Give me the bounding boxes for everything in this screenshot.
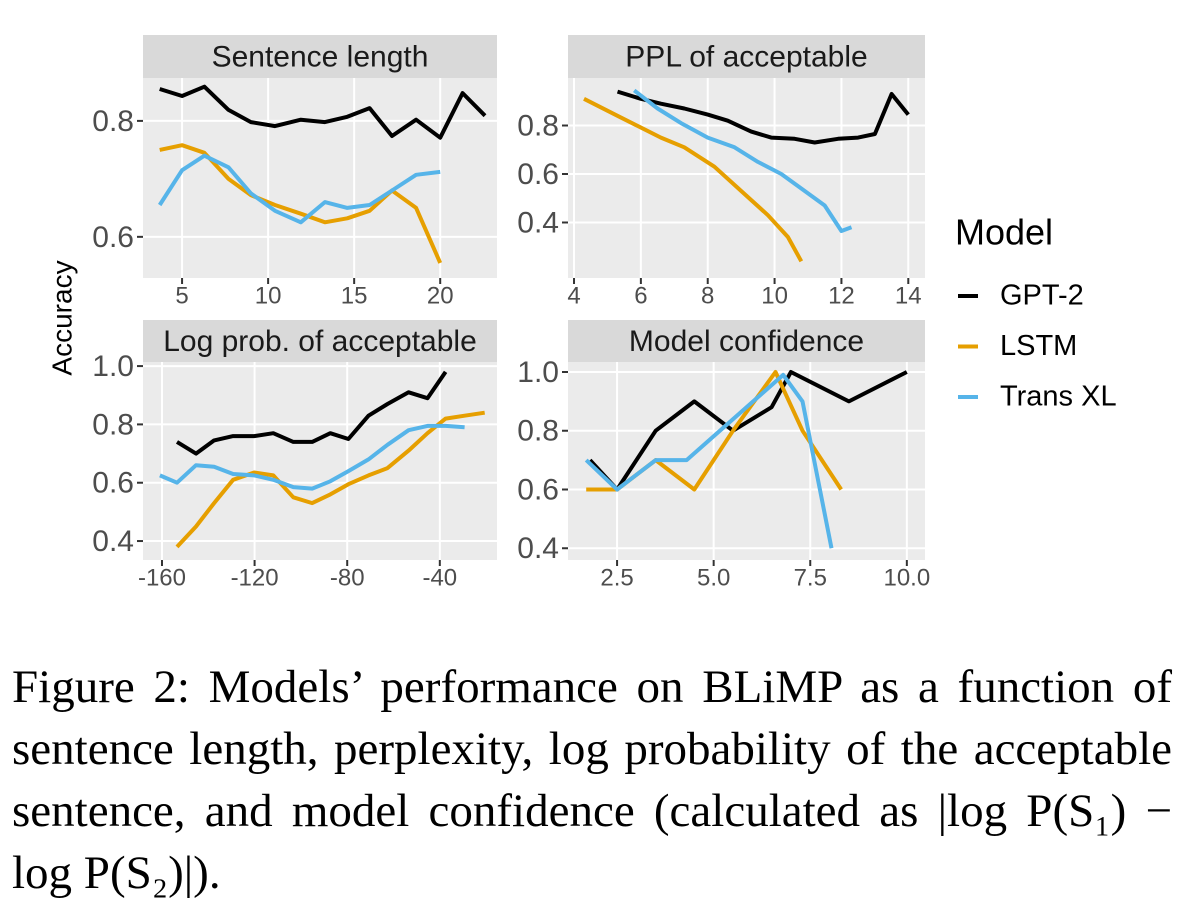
y-tick-label: 0.6 — [92, 221, 134, 254]
y-tick-label: 0.8 — [517, 415, 559, 448]
y-tick-label: 0.8 — [92, 105, 134, 138]
panel-background — [143, 78, 497, 278]
x-tick-label: 15 — [341, 282, 368, 309]
x-tick-label: 5 — [175, 282, 188, 309]
y-axis-label: Accuracy — [46, 260, 77, 375]
series-line — [159, 423, 465, 491]
series-line — [159, 84, 487, 140]
series-line — [158, 153, 441, 225]
y-tick-label: 0.4 — [92, 525, 134, 558]
y-tick-label: 1.0 — [92, 350, 134, 383]
x-tick-label: 4 — [567, 282, 580, 309]
legend-title: Model — [955, 212, 1053, 253]
legend-label: GPT-2 — [1000, 280, 1084, 312]
strip — [568, 320, 925, 362]
x-tick-label: -40 — [422, 564, 457, 591]
y-tick-label: 0.6 — [517, 158, 559, 191]
strip — [568, 35, 925, 78]
x-tick-label: 5.0 — [697, 564, 730, 591]
series-line — [583, 97, 804, 263]
series-line — [616, 89, 910, 145]
x-tick-label: 10.0 — [883, 564, 930, 591]
legend-label: LSTM — [1000, 330, 1077, 362]
y-tick-label: 0.6 — [92, 467, 134, 500]
x-tick-label: 2.5 — [600, 564, 633, 591]
y-tick-label: 0.4 — [517, 206, 559, 239]
x-tick-label: 12 — [828, 282, 855, 309]
x-tick-label: 14 — [895, 282, 922, 309]
x-tick-label: 10 — [255, 282, 282, 309]
x-tick-label: 8 — [701, 282, 714, 309]
y-tick-label: 0.6 — [517, 473, 559, 506]
y-tick-label: 1.0 — [517, 356, 559, 389]
panel-background — [143, 362, 497, 560]
x-tick-label: -80 — [330, 564, 365, 591]
x-tick-label: -160 — [138, 564, 186, 591]
y-tick-label: 0.8 — [92, 408, 134, 441]
y-tick-label: 0.4 — [517, 532, 559, 565]
legend-label: Trans XL — [1000, 381, 1117, 413]
strip — [143, 320, 497, 362]
panel-title: Sentence length — [212, 40, 429, 73]
series-line — [175, 370, 448, 456]
strip — [143, 35, 497, 78]
series-line — [632, 88, 853, 233]
caption: Figure 2: Models’ performance on BLiMP a… — [12, 661, 1172, 899]
panel-title: PPL of acceptable — [625, 40, 867, 73]
panel-title: Log prob. of acceptable — [163, 325, 477, 358]
x-tick-label: -120 — [231, 564, 279, 591]
x-tick-label: 7.5 — [794, 564, 827, 591]
panel-background — [568, 78, 925, 278]
series-line — [175, 410, 485, 549]
x-tick-label: 6 — [634, 282, 647, 309]
panel-title: Model confidence — [629, 325, 864, 358]
series-line — [584, 372, 834, 549]
x-tick-label: 20 — [427, 282, 454, 309]
figure: Accuracy Model Sentence length 0.6 0.8 5 10 1… — [46, 35, 1117, 591]
x-tick-label: 10 — [761, 282, 788, 309]
y-tick-label: 0.8 — [517, 109, 559, 142]
